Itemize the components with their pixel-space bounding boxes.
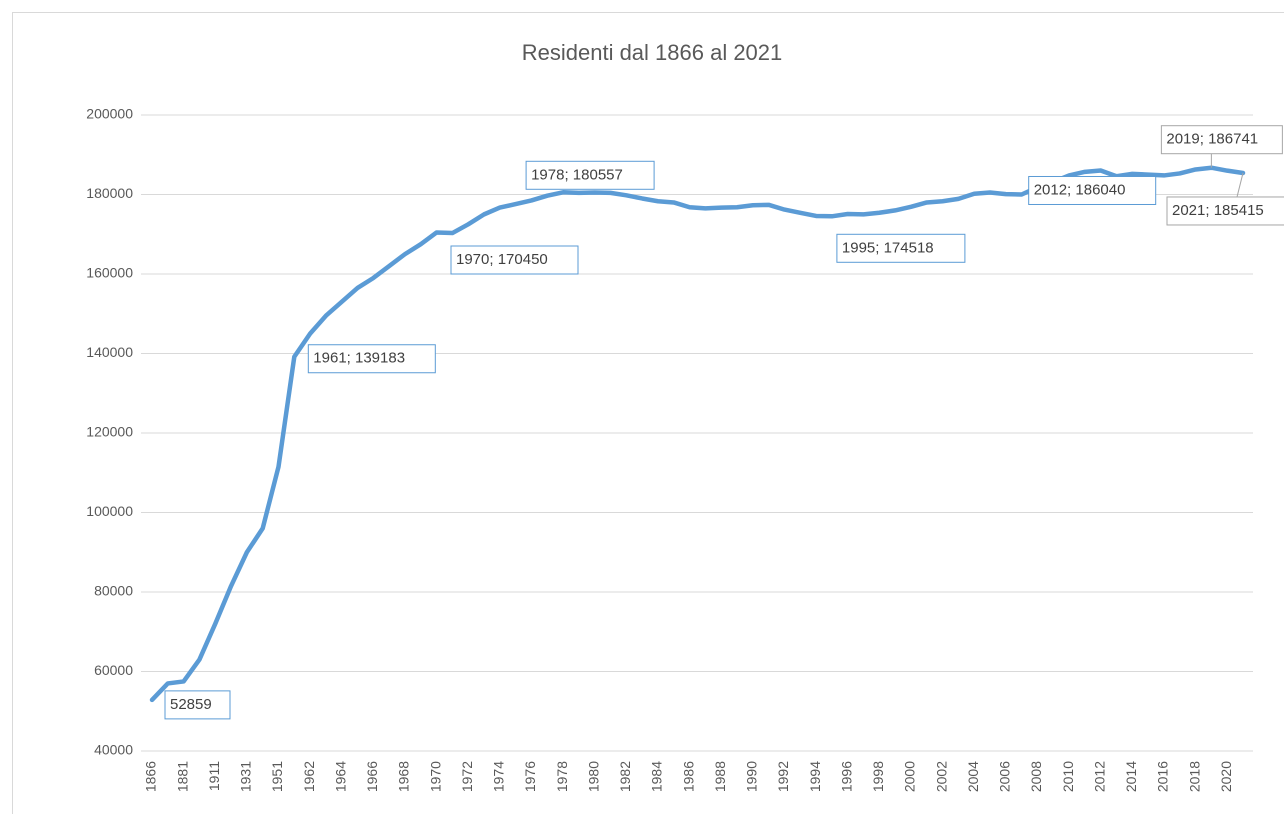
data-label: 1970; 170450 bbox=[451, 246, 578, 274]
x-tick-label: 1988 bbox=[712, 761, 728, 792]
x-tick-label: 1980 bbox=[585, 761, 601, 792]
data-label-text: 1970; 170450 bbox=[456, 251, 548, 268]
x-tick-label: 1994 bbox=[807, 761, 823, 792]
y-tick-label: 200000 bbox=[86, 106, 133, 122]
data-label: 52859 bbox=[165, 691, 230, 719]
x-tick-label: 1881 bbox=[174, 761, 190, 792]
x-tick-label: 2000 bbox=[902, 761, 918, 792]
y-tick-label: 60000 bbox=[94, 662, 133, 678]
x-tick-label: 1996 bbox=[838, 761, 854, 792]
data-label-text: 2021; 185415 bbox=[1172, 202, 1264, 219]
y-tick-label: 120000 bbox=[86, 424, 133, 440]
x-tick-label: 1998 bbox=[870, 761, 886, 792]
x-tick-label: 2010 bbox=[1060, 761, 1076, 792]
x-tick-label: 1911 bbox=[206, 761, 222, 791]
x-tick-label: 1931 bbox=[238, 761, 254, 792]
data-label: 1978; 180557 bbox=[526, 161, 654, 189]
x-tick-label: 1966 bbox=[364, 761, 380, 792]
data-label-text: 1961; 139183 bbox=[313, 350, 405, 367]
x-tick-label: 1962 bbox=[301, 761, 317, 792]
y-tick-label: 140000 bbox=[86, 344, 133, 360]
x-tick-label: 2014 bbox=[1123, 761, 1139, 792]
x-tick-label: 1970 bbox=[427, 761, 443, 792]
x-tick-label: 1976 bbox=[522, 761, 538, 792]
x-tick-label: 2012 bbox=[1091, 761, 1107, 792]
x-tick-label: 1978 bbox=[554, 761, 570, 792]
x-tick-label: 1992 bbox=[775, 761, 791, 792]
data-label-text: 2019; 186741 bbox=[1166, 131, 1258, 148]
y-tick-label: 160000 bbox=[86, 265, 133, 281]
data-label: 1995; 174518 bbox=[837, 234, 965, 262]
y-tick-label: 40000 bbox=[94, 742, 133, 758]
data-label: 2012; 186040 bbox=[1029, 176, 1156, 204]
x-tick-label: 2016 bbox=[1155, 761, 1171, 792]
data-label-text: 2012; 186040 bbox=[1034, 181, 1126, 198]
x-tick-label: 1986 bbox=[680, 761, 696, 792]
x-tick-label: 1866 bbox=[143, 761, 159, 792]
chart-title: Residenti dal 1866 al 2021 bbox=[522, 40, 783, 65]
x-tick-label: 1964 bbox=[332, 761, 348, 792]
y-tick-label: 100000 bbox=[86, 503, 133, 519]
data-label-text: 52859 bbox=[170, 696, 212, 713]
y-tick-label: 180000 bbox=[86, 185, 133, 201]
data-label: 1961; 139183 bbox=[308, 345, 435, 373]
x-tick-label: 1982 bbox=[617, 761, 633, 792]
data-label-text: 1995; 174518 bbox=[842, 239, 934, 256]
x-tick-label: 2004 bbox=[965, 761, 981, 792]
x-tick-label: 1951 bbox=[269, 761, 285, 792]
x-tick-label: 2006 bbox=[997, 761, 1013, 792]
data-label-text: 1978; 180557 bbox=[531, 166, 623, 183]
y-tick-label: 80000 bbox=[94, 583, 133, 599]
x-tick-label: 2018 bbox=[1186, 761, 1202, 792]
x-tick-label: 1972 bbox=[459, 761, 475, 792]
x-tick-label: 2020 bbox=[1218, 761, 1234, 792]
x-tick-label: 2008 bbox=[1028, 761, 1044, 792]
x-tick-label: 1984 bbox=[649, 761, 665, 792]
x-tick-label: 1968 bbox=[396, 761, 412, 792]
x-tick-label: 2002 bbox=[933, 761, 949, 792]
x-tick-label: 1974 bbox=[491, 761, 507, 792]
x-tick-label: 1990 bbox=[744, 761, 760, 792]
